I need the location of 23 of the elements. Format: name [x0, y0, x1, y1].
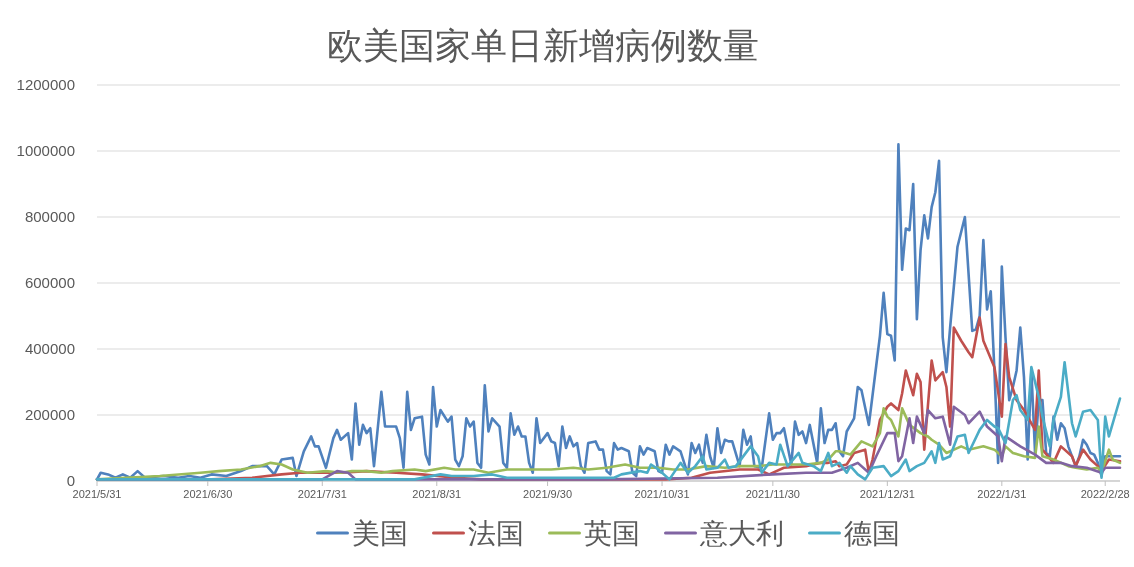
- y-tick-label: 1000000: [16, 142, 75, 160]
- x-tick-label: 2021/5/31: [72, 488, 122, 500]
- x-tick-label: 2022/2/28: [1080, 488, 1130, 500]
- x-tick-label: 2021/12/31: [859, 488, 915, 500]
- legend-label: 意大利: [698, 517, 784, 549]
- y-tick-label: 200000: [24, 406, 75, 424]
- legend-label: 法国: [467, 517, 524, 549]
- x-tick-label: 2021/11/30: [745, 488, 800, 500]
- x-tick-label: 2021/9/30: [523, 488, 573, 500]
- x-tick-label: 2021/6/30: [183, 488, 233, 500]
- x-tick-label: 2021/7/31: [297, 488, 347, 500]
- legend-label: 美国: [351, 517, 408, 549]
- x-tick-label: 2021/10/31: [634, 488, 690, 500]
- x-tick-label: 2022/1/31: [977, 488, 1027, 500]
- y-tick-label: 600000: [24, 274, 75, 292]
- x-tick-label: 2021/8/31: [412, 488, 462, 500]
- y-tick-label: 0: [66, 472, 75, 490]
- y-tick-label: 800000: [24, 208, 75, 226]
- legend-label: 德国: [843, 517, 900, 549]
- chart-title: 欧美国家单日新增病例数量: [327, 26, 759, 66]
- y-tick-label: 400000: [24, 340, 75, 358]
- legend-label: 英国: [583, 517, 640, 549]
- y-tick-label: 1200000: [16, 76, 75, 94]
